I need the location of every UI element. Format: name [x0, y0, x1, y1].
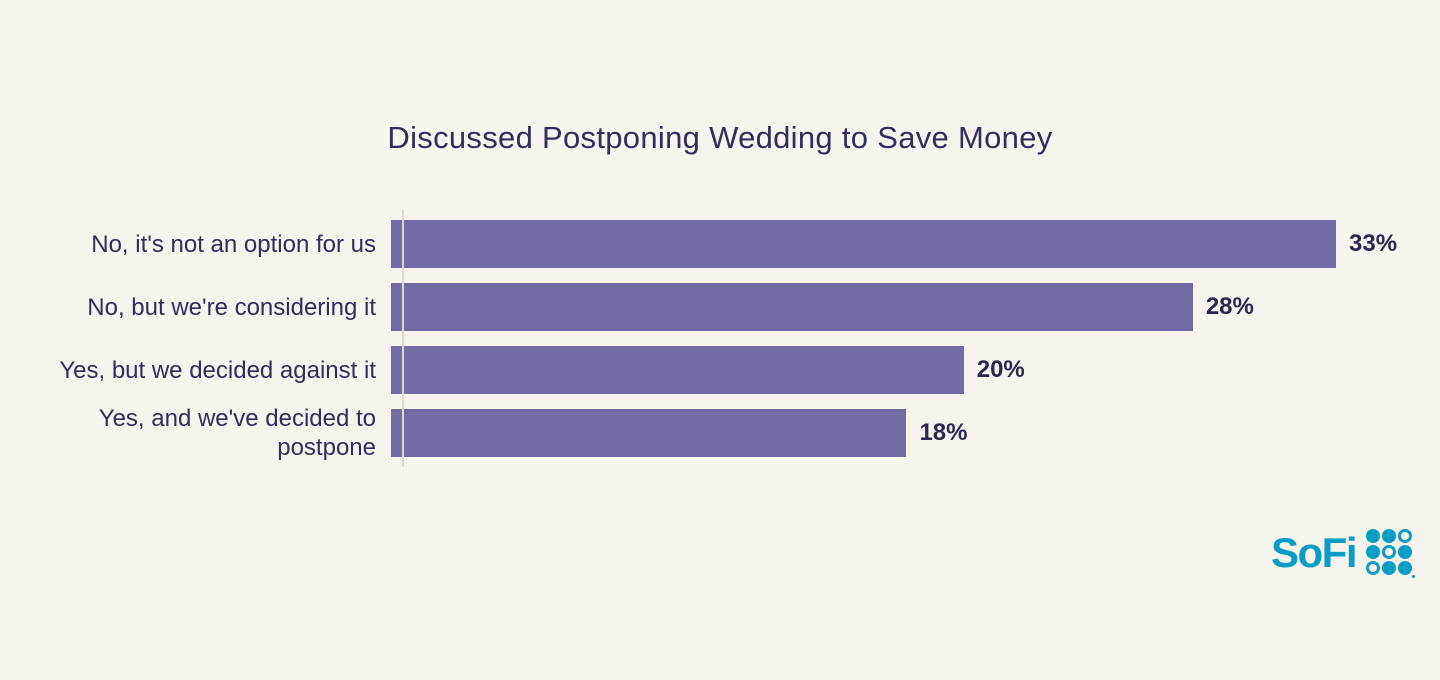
- bar: [391, 346, 964, 394]
- bar-track: 18%: [391, 409, 1336, 457]
- category-label: Yes, and we've decided to postpone: [98, 405, 376, 461]
- sofi-dots-icon: [1366, 529, 1415, 578]
- value-label: 18%: [919, 419, 968, 446]
- bar-track: 33%: [391, 220, 1397, 268]
- y-axis-line: [402, 210, 404, 467]
- sofi-logo: SoFi: [1271, 528, 1415, 578]
- bar-row: No, it's not an option for us 33%: [0, 220, 1440, 268]
- bar: [391, 409, 907, 457]
- bar-row: Yes, and we've decided to postpone 18%: [0, 405, 1440, 461]
- bar-track: 28%: [391, 283, 1336, 331]
- bar-row: No, but we're considering it 28%: [0, 283, 1440, 331]
- value-label: 20%: [976, 356, 1025, 383]
- bar-track: 20%: [391, 346, 1336, 394]
- value-label: 28%: [1205, 293, 1254, 320]
- value-label: 33%: [1349, 230, 1398, 257]
- category-label: No, but we're considering it: [87, 293, 376, 321]
- chart-title: Discussed Postponing Wedding to Save Mon…: [387, 120, 1053, 155]
- bar: [391, 220, 1336, 268]
- bar: [391, 283, 1193, 331]
- category-label: Yes, but we decided against it: [59, 356, 376, 384]
- bar-chart: No, it's not an option for us 33% No, bu…: [0, 210, 1440, 472]
- sofi-logo-text: SoFi: [1271, 529, 1358, 576]
- bar-row: Yes, but we decided against it 20%: [0, 346, 1440, 394]
- category-label: No, it's not an option for us: [91, 230, 376, 258]
